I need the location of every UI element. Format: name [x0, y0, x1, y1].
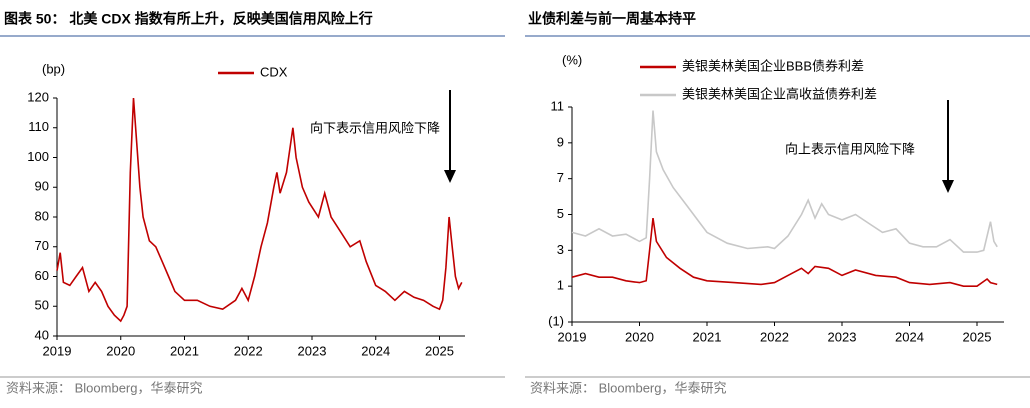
y-tick-label: 90	[35, 179, 49, 194]
x-tick-label: 2021	[693, 329, 722, 344]
y-tick-label: (1)	[548, 313, 564, 328]
x-tick-label: 2022	[234, 343, 263, 358]
x-tick-label: 2024	[895, 329, 924, 344]
y-axis-label: (%)	[562, 52, 582, 67]
series-line	[56, 97, 463, 323]
x-tick-label: 2025	[963, 329, 992, 344]
x-tick-label: 2022	[760, 329, 789, 344]
y-tick-label: 80	[35, 208, 49, 223]
x-tick-label: 2023	[828, 329, 857, 344]
x-tick-label: 2020	[106, 343, 135, 358]
y-tick-label: 70	[35, 238, 49, 253]
legend-label: 美银美林美国企业高收益债券利差	[682, 86, 877, 101]
y-tick-label: 11	[551, 98, 565, 113]
chart-title: 业债利差与前一周基本持平	[528, 11, 696, 27]
series-line	[571, 110, 998, 253]
y-tick-label: 40	[35, 327, 49, 342]
annotation: 向上表示信用风险下降	[785, 141, 915, 156]
series-line	[571, 217, 998, 287]
y-tick-label: 60	[35, 268, 49, 283]
legend-label: 美银美林美国企业BBB债券利差	[682, 58, 864, 73]
y-tick-label: 1	[557, 278, 564, 293]
x-tick-label: 2023	[298, 343, 327, 358]
y-tick-label: 7	[557, 170, 564, 185]
arrow-head	[444, 170, 456, 183]
y-tick-label: 9	[557, 134, 564, 149]
y-tick-label: 100	[27, 149, 49, 164]
x-tick-label: 2019	[558, 329, 587, 344]
x-tick-label: 2019	[43, 343, 72, 358]
x-tick-label: 2024	[361, 343, 390, 358]
y-tick-label: 110	[28, 119, 49, 134]
legend-label: CDX	[260, 64, 288, 79]
source-note: 资料来源： Bloomberg，华泰研究	[6, 380, 202, 395]
source-note: 资料来源： Bloomberg，华泰研究	[530, 380, 726, 395]
y-axis-label: (bp)	[42, 61, 65, 76]
y-tick-label: 50	[35, 298, 49, 313]
y-tick-label: 120	[27, 89, 49, 104]
annotation: 向下表示信用风险下降	[310, 120, 440, 135]
chart-title: 图表 50： 北美 CDX 指数有所上升，反映美国信用风险上行	[4, 11, 373, 27]
x-tick-label: 2021	[170, 343, 199, 358]
x-tick-label: 2020	[625, 329, 654, 344]
x-tick-label: 2025	[425, 343, 454, 358]
arrow-head	[942, 180, 954, 193]
y-tick-label: 3	[557, 242, 564, 257]
y-tick-label: 5	[557, 206, 564, 221]
